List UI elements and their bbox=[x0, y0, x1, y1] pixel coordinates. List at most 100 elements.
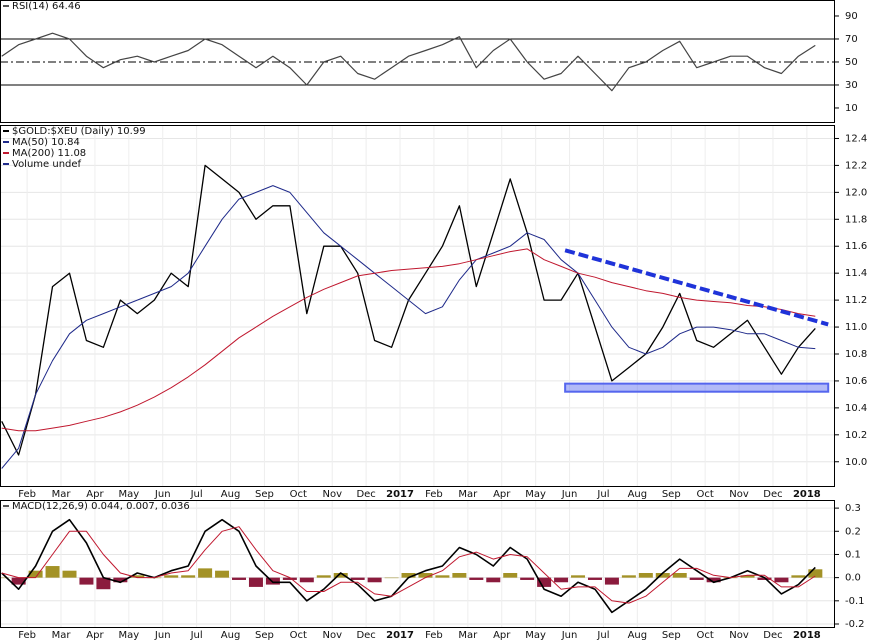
plot-area bbox=[0, 500, 835, 627]
x-tick-label: Feb bbox=[425, 489, 443, 500]
histogram-bar bbox=[774, 577, 789, 583]
y-tick-label: 50 bbox=[845, 57, 858, 68]
y-tick-label: 10.0 bbox=[845, 457, 867, 468]
histogram-bar bbox=[215, 570, 230, 578]
histogram-bar bbox=[113, 577, 128, 583]
trendline bbox=[564, 248, 829, 327]
histogram-bar bbox=[79, 577, 94, 585]
y-tick-label: 10.8 bbox=[845, 349, 867, 360]
panel-border bbox=[0, 125, 835, 487]
histogram-bar bbox=[740, 575, 755, 578]
x-tick-label: Aug bbox=[628, 630, 648, 640]
histogram-bar bbox=[571, 575, 586, 578]
y-tick-label: 12.2 bbox=[845, 160, 867, 171]
x-tick-label: Mar bbox=[52, 630, 72, 640]
histogram-bar bbox=[418, 573, 433, 578]
x-tick-label: Aug bbox=[221, 489, 241, 500]
x-tick-label: Nov bbox=[322, 489, 342, 500]
y-tick-label: 12.4 bbox=[845, 133, 867, 144]
x-tick-label: Sep bbox=[255, 489, 274, 500]
x-tick-label: Mar bbox=[458, 630, 478, 640]
histogram-bar bbox=[706, 577, 721, 583]
series-line bbox=[1, 185, 816, 469]
y-tick-label: 0.2 bbox=[845, 526, 861, 537]
histogram-bar bbox=[130, 575, 145, 578]
histogram-bar bbox=[333, 573, 348, 578]
histogram-bar bbox=[689, 577, 704, 580]
x-tick-label: Nov bbox=[729, 630, 749, 640]
y-tick-label: 10.4 bbox=[845, 403, 867, 414]
x-tick-label: Feb bbox=[18, 489, 36, 500]
plot-area bbox=[0, 32, 835, 92]
histogram-bar bbox=[0, 577, 9, 579]
histogram-bar bbox=[503, 573, 518, 578]
x-tick-label: 2018 bbox=[793, 489, 821, 500]
histogram-bar bbox=[198, 568, 213, 578]
x-tick-label: 2017 bbox=[386, 489, 414, 500]
histogram-bar bbox=[282, 577, 297, 580]
histogram-bar bbox=[452, 573, 467, 578]
histogram-bar bbox=[655, 573, 670, 578]
series-line bbox=[1, 248, 816, 432]
histogram-bar bbox=[265, 577, 280, 585]
x-tick-label: Aug bbox=[221, 630, 241, 640]
y-tick-label: 90 bbox=[845, 11, 858, 22]
histogram-bar bbox=[604, 577, 619, 585]
y-tick-label: 0.3 bbox=[845, 503, 861, 514]
histogram-bar bbox=[537, 577, 552, 587]
macd-line bbox=[1, 526, 816, 604]
x-tick-label: 2017 bbox=[386, 630, 414, 640]
x-tick-label: Jul bbox=[596, 489, 609, 500]
panel-title: RSI(14) 64.46 bbox=[12, 1, 81, 12]
histogram-bar bbox=[316, 575, 331, 578]
histogram-bar bbox=[181, 575, 196, 578]
x-tick-label: Mar bbox=[52, 489, 72, 500]
y-tick-label: 0.1 bbox=[845, 549, 861, 560]
x-tick-label: Jul bbox=[190, 630, 203, 640]
x-tick-label: Feb bbox=[425, 630, 443, 640]
legend-entry: Volume undef bbox=[12, 159, 82, 170]
x-tick-label: 2018 bbox=[793, 630, 821, 640]
legend-entry: MA(50) 10.84 bbox=[12, 137, 80, 148]
panel-background bbox=[0, 125, 835, 487]
y-tick-label: 11.0 bbox=[845, 322, 867, 333]
x-tick-label: Oct bbox=[290, 630, 307, 640]
y-tick-label: 12.0 bbox=[845, 187, 867, 198]
x-tick-label: Jun bbox=[154, 630, 171, 640]
x-tick-label: Oct bbox=[290, 489, 307, 500]
histogram-bar bbox=[808, 569, 823, 578]
x-tick-label: Mar bbox=[458, 489, 478, 500]
histogram-bar bbox=[45, 566, 60, 578]
panel-border bbox=[0, 0, 835, 123]
y-tick-label: 11.6 bbox=[845, 241, 867, 252]
x-tick-label: Dec bbox=[763, 630, 782, 640]
x-tick-label: Apr bbox=[493, 489, 511, 500]
histogram-bar bbox=[401, 573, 416, 578]
x-tick-label: Dec bbox=[356, 630, 375, 640]
histogram-bar bbox=[520, 577, 535, 580]
y-tick-label: 11.8 bbox=[845, 214, 867, 225]
histogram-bar bbox=[62, 570, 77, 578]
histogram-bar bbox=[757, 577, 772, 580]
legend-entry: MA(200) 11.08 bbox=[12, 148, 86, 159]
histogram-bar bbox=[621, 575, 636, 578]
panel-title: MACD(12,26,9) 0.044, 0.007, 0.036 bbox=[12, 501, 190, 512]
y-tick-label: 10.6 bbox=[845, 376, 867, 387]
panel-border bbox=[0, 500, 835, 628]
x-tick-label: Oct bbox=[697, 630, 714, 640]
x-tick-label: Nov bbox=[322, 630, 342, 640]
histogram-bar bbox=[299, 577, 314, 583]
histogram-bar bbox=[248, 577, 263, 587]
x-tick-label: Sep bbox=[662, 630, 681, 640]
histogram-bar bbox=[486, 577, 501, 583]
y-tick-label: 0.0 bbox=[845, 573, 861, 584]
histogram-bar bbox=[350, 577, 365, 580]
x-tick-label: Feb bbox=[18, 630, 36, 640]
histogram-bar bbox=[11, 577, 26, 585]
x-tick-label: Aug bbox=[628, 489, 648, 500]
x-tick-label: Jul bbox=[596, 630, 609, 640]
histogram-bar bbox=[384, 577, 399, 579]
y-tick-label: -0.1 bbox=[845, 596, 865, 607]
x-tick-label: Jul bbox=[190, 489, 203, 500]
